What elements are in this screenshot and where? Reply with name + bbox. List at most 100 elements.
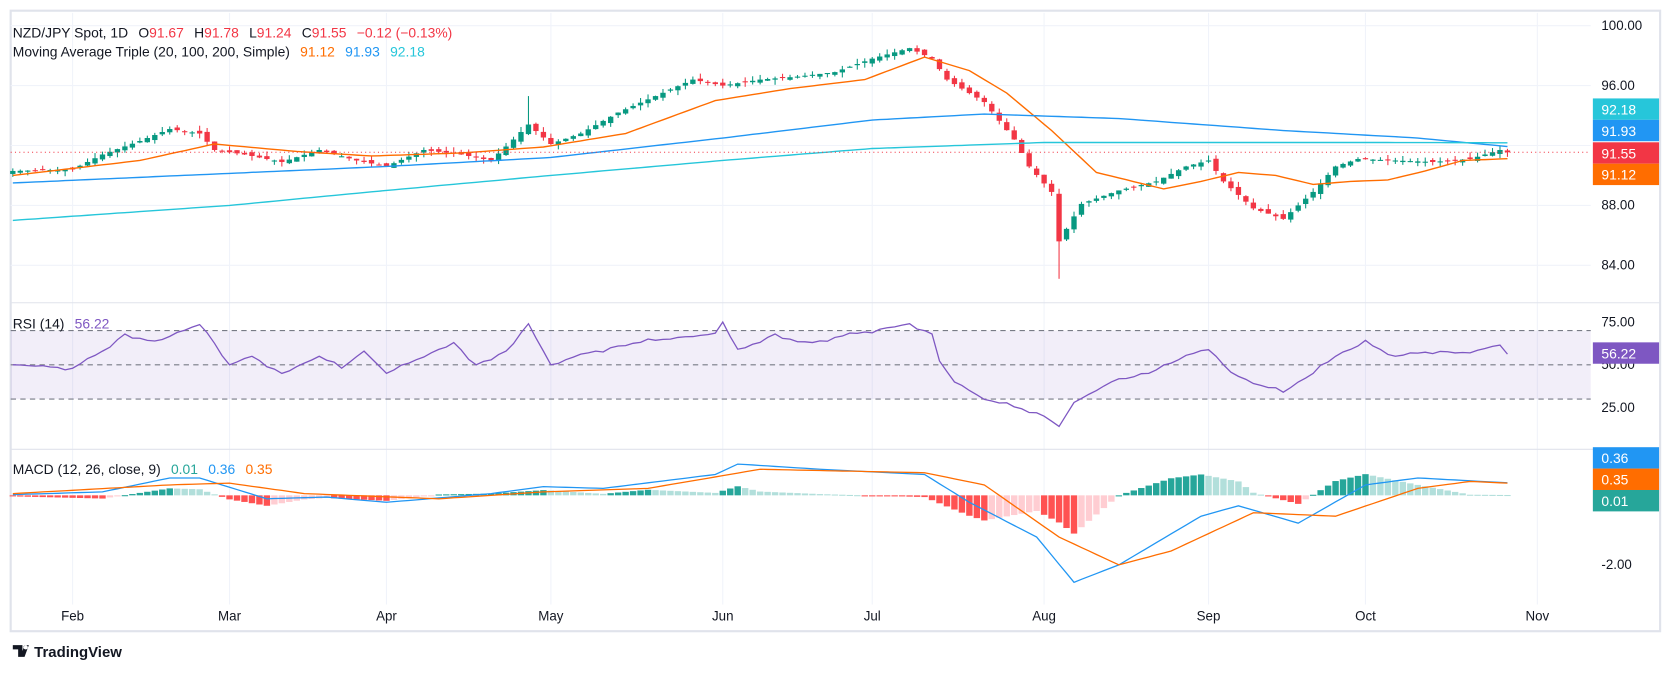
candle [951,75,958,87]
candle [682,78,689,90]
ma200-value: 92.18 [390,44,425,60]
candle [1078,201,1085,217]
candle [189,130,195,137]
macd-histogram-bar [1018,495,1025,514]
tradingview-logo[interactable]: TradingView [12,644,122,661]
macd-histogram-bar [1414,484,1421,496]
macd-histogram-bar [637,490,644,496]
candle [1385,155,1391,166]
candle [578,131,584,137]
macd-histogram-bar [338,495,345,499]
macd-histogram-bar [144,491,151,496]
svg-text:56.22: 56.22 [1601,345,1636,361]
candle [1482,149,1488,157]
svg-text:91.55: 91.55 [1601,145,1636,161]
macd-histogram-bar [330,495,338,499]
macd-histogram-bar [936,495,943,504]
candle [1317,179,1324,200]
tradingview-logo-icon [12,645,29,657]
macd-histogram-bar [1145,485,1152,496]
macd-histogram-bar [159,489,166,496]
candle [974,90,980,101]
macd-histogram-bar [121,495,129,497]
macd-histogram-bar [1429,487,1436,496]
main-legend[interactable]: NZD/JPY Spot, 1D O91.67 H91.78 L91.24 C9… [13,24,452,40]
macd-histogram-bar [958,495,966,513]
macd-histogram-bar [136,492,144,496]
macd-histogram-bar [943,495,951,507]
macd-line [12,463,1508,584]
macd-histogram-bar [861,495,868,497]
price-axis-label: 88.00 [1601,198,1634,213]
candle [421,147,427,158]
macd-histogram-bar [174,488,181,496]
candle [1063,227,1070,242]
price-axis-label: 84.00 [1601,258,1634,273]
macd-histogram-bar [9,495,17,497]
macd-histogram-bar [1265,495,1272,497]
candle [376,162,382,166]
macd-histogram-bar [428,495,435,497]
macd-histogram-bar [1212,477,1220,496]
candle [1004,118,1010,131]
ma100-value: 91.93 [345,44,380,60]
macd-histogram-bar [1369,475,1377,496]
rsi-legend[interactable]: RSI (14) 56.22 [13,315,110,331]
macd-histogram-bar [1332,481,1339,496]
candle [817,73,823,80]
macd-histogram-bar [99,495,106,499]
macd-histogram-bar [1190,475,1197,496]
candle [1205,155,1212,164]
candle [585,125,591,138]
macd-histogram-bar [218,495,226,497]
candle [480,155,487,164]
rsi-badge: 56.22 [1592,342,1660,364]
candle [62,169,68,177]
macd-histogram-bar [734,486,741,496]
ma-line-ma20 [12,56,1508,190]
macd-histogram-bar [1324,485,1332,496]
macd-histogram-bar [607,493,614,496]
macd-histogram-bar [801,493,809,496]
macd-histogram-bar [1040,495,1048,515]
candle [1497,145,1503,159]
macd-histogram-bar [1459,493,1466,496]
macd-histogram-bar [906,495,913,497]
candle [144,135,150,143]
macd-histogram-bar [741,488,749,496]
macd-histogram-bar [570,491,577,496]
macd-histogram-bar [577,492,584,496]
ma-legend[interactable]: Moving Average Triple (20, 100, 200, Sim… [13,44,425,60]
price-pane[interactable] [10,45,1591,279]
macd-histogram-bar [1033,495,1040,511]
candle [645,94,651,108]
macd-pane[interactable] [9,463,1511,584]
candle [1153,176,1159,186]
candle [398,157,405,165]
candle [862,58,868,68]
macd-histogram-bar [547,490,555,496]
macd-histogram-bar [360,495,368,500]
macd-histogram-bar [869,495,876,497]
candle [1019,138,1025,153]
candle [966,85,973,95]
candle [241,150,248,155]
candle [637,98,644,111]
macd-histogram-bar [151,490,159,496]
macd-legend[interactable]: MACD (12, 26, close, 9) 0.01 0.36 0.35 [13,461,273,477]
macd-histogram-bar [592,493,599,496]
low-value: 91.24 [257,24,292,40]
rsi-pane[interactable] [12,320,1508,428]
candle [129,140,136,150]
rsi-band [10,330,1591,400]
candle [219,149,225,154]
candle [1168,168,1174,179]
candle [368,156,375,167]
candle [809,71,816,78]
macd-histogram-bar [562,491,570,496]
candle [122,141,128,153]
macd-histogram-bar [614,492,622,496]
candle [936,58,943,71]
candle [690,76,696,85]
